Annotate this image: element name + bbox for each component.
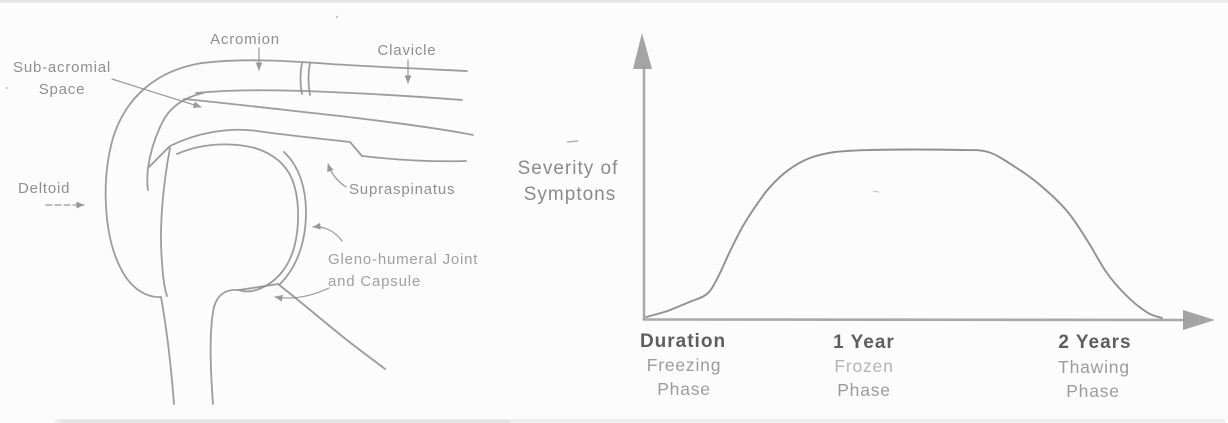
glenohumeral-label-line2: and Capsule xyxy=(328,273,421,290)
severity-curve xyxy=(645,148,1163,319)
scan-speck-left xyxy=(5,86,9,90)
x-axis xyxy=(642,318,1186,322)
subacromial-space-label-line1: Sub-acromial xyxy=(13,59,111,76)
supraspinatus-label: Supraspinatus xyxy=(349,181,455,198)
tick-sublabel-thawing-phase: Phase xyxy=(1066,381,1120,401)
shoulder-anatomy-diagram: Sub-acromial Space Acromion Clavicle Del… xyxy=(13,31,478,405)
supraspinatus-arrow xyxy=(327,163,347,188)
frozen-shoulder-phase-chart: Severity of Symptons Duration Freezing P… xyxy=(518,33,1215,401)
humerus-inner-left-outline xyxy=(160,147,171,297)
subacromial-space-arrow xyxy=(111,78,202,109)
clavicle-label: Clavicle xyxy=(378,42,437,59)
capsule-arrow xyxy=(274,287,330,302)
tick-sublabel-freezing: Freezing xyxy=(647,355,722,375)
joint-junction-line xyxy=(238,283,279,291)
scan-speck-top xyxy=(335,15,339,19)
scan-edge-top-dark xyxy=(0,0,640,2)
tick-sublabel-frozen: Frozen xyxy=(834,356,893,376)
deltoid-label: Deltoid xyxy=(18,180,70,197)
x-axis-arrowhead-icon xyxy=(1183,310,1215,330)
capsule-outline xyxy=(279,151,307,285)
tick-label-duration: Duration xyxy=(640,331,726,352)
y-axis-label-line2: Symptons xyxy=(524,184,616,205)
glenohumeral-joint-arrow xyxy=(312,222,343,242)
supraspinatus-lower-edge xyxy=(361,155,467,163)
tick-sublabel-frozen-phase: Phase xyxy=(837,380,891,400)
x-tick-2-years: 2 Years Thawing Phase xyxy=(1058,332,1131,401)
acromion-clavicle-upper-outline xyxy=(201,59,468,72)
acromion-clavicle-lower-outline xyxy=(195,89,463,101)
scan-edge-bottom xyxy=(55,419,1225,423)
ac-joint-line-1 xyxy=(299,62,303,95)
tick-label-1-year: 1 Year xyxy=(833,332,895,353)
scan-edge-bottom-dark xyxy=(60,420,510,423)
x-tick-1-year: 1 Year Frozen Phase xyxy=(833,332,895,400)
subacromial-space-label-line2: Space xyxy=(39,81,86,98)
y-axis-arrowhead-icon xyxy=(633,33,652,69)
scan-artifact-dash xyxy=(566,140,579,143)
acromion-label: Acromion xyxy=(210,31,280,48)
supraspinatus-upper-edge xyxy=(183,98,474,136)
acromion-underside-outline xyxy=(146,92,204,191)
deltoid-outline xyxy=(104,62,203,405)
tick-label-2-years: 2 Years xyxy=(1058,332,1131,353)
scan-speck-chart xyxy=(872,190,880,193)
humerus-shaft-right-outline xyxy=(209,288,240,405)
tick-sublabel-thawing: Thawing xyxy=(1058,357,1130,377)
ac-joint-line-2 xyxy=(307,62,311,96)
severity-curve-group xyxy=(645,148,1163,319)
tick-sublabel-freezing-phase: Phase xyxy=(657,379,711,399)
x-tick-duration: Duration Freezing Phase xyxy=(640,331,726,399)
humeral-head-outline xyxy=(176,143,300,293)
y-axis-label-line1: Severity of xyxy=(518,158,619,179)
glenohumeral-label-line1: Gleno-humeral Joint xyxy=(328,251,478,268)
scapula-border-outline xyxy=(277,283,386,370)
supraspinatus-tendon-arc xyxy=(148,128,363,168)
